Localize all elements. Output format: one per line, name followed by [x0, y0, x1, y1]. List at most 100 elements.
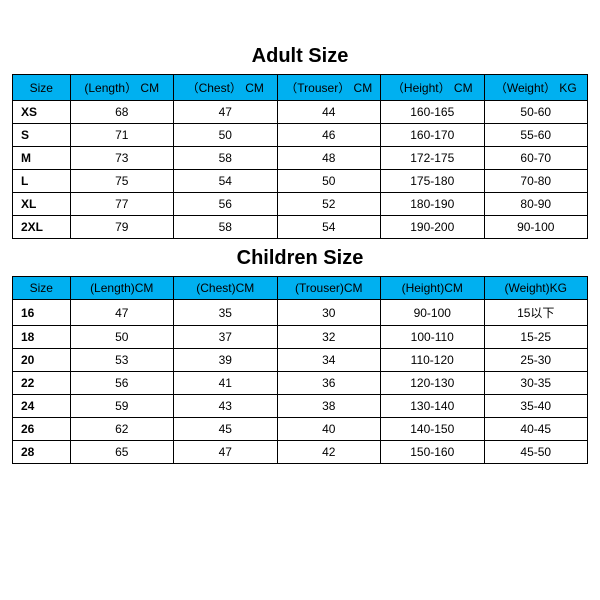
cell-weight: 35-40	[484, 395, 588, 418]
cell-trouser: 42	[277, 441, 381, 464]
cell-chest: 41	[174, 372, 278, 395]
cell-size: 16	[13, 300, 71, 326]
cell-trouser: 54	[277, 216, 381, 239]
cell-length: 50	[70, 326, 174, 349]
cell-length: 62	[70, 418, 174, 441]
cell-size: S	[13, 124, 71, 147]
table-row: XS684744160-16550-60	[13, 101, 588, 124]
table-row: 26624540140-15040-45	[13, 418, 588, 441]
cell-size: 22	[13, 372, 71, 395]
cell-chest: 37	[174, 326, 278, 349]
cell-chest: 39	[174, 349, 278, 372]
cell-height: 190-200	[381, 216, 485, 239]
table-row: S715046160-17055-60	[13, 124, 588, 147]
table-row: 28654742150-16045-50	[13, 441, 588, 464]
cell-trouser: 38	[277, 395, 381, 418]
cell-weight: 90-100	[484, 216, 588, 239]
cell-chest: 47	[174, 101, 278, 124]
cell-trouser: 30	[277, 300, 381, 326]
cell-trouser: 36	[277, 372, 381, 395]
cell-chest: 47	[174, 441, 278, 464]
cell-length: 59	[70, 395, 174, 418]
header-weight: (Weight)KG	[484, 277, 588, 300]
cell-height: 140-150	[381, 418, 485, 441]
cell-weight: 60-70	[484, 147, 588, 170]
cell-size: 28	[13, 441, 71, 464]
cell-size: 26	[13, 418, 71, 441]
table-row: M735848172-17560-70	[13, 147, 588, 170]
cell-size: 24	[13, 395, 71, 418]
cell-trouser: 34	[277, 349, 381, 372]
cell-trouser: 40	[277, 418, 381, 441]
header-chest: (Chest)CM	[174, 277, 278, 300]
adult-size-table: Size (Length） CM （Chest） CM （Trouser） CM…	[12, 74, 588, 239]
cell-weight: 50-60	[484, 101, 588, 124]
cell-size: L	[13, 170, 71, 193]
cell-weight: 25-30	[484, 349, 588, 372]
cell-length: 68	[70, 101, 174, 124]
cell-height: 130-140	[381, 395, 485, 418]
cell-trouser: 32	[277, 326, 381, 349]
table-row: 22564136120-13030-35	[13, 372, 588, 395]
cell-weight: 55-60	[484, 124, 588, 147]
table-row: 2XL795854190-20090-100	[13, 216, 588, 239]
cell-size: 2XL	[13, 216, 71, 239]
cell-height: 160-170	[381, 124, 485, 147]
header-size: Size	[13, 277, 71, 300]
cell-size: 18	[13, 326, 71, 349]
header-size: Size	[13, 75, 71, 101]
cell-size: M	[13, 147, 71, 170]
cell-length: 65	[70, 441, 174, 464]
cell-height: 175-180	[381, 170, 485, 193]
header-trouser: （Trouser） CM	[277, 75, 381, 101]
table-header-row: Size (Length)CM (Chest)CM (Trouser)CM (H…	[13, 277, 588, 300]
cell-weight: 70-80	[484, 170, 588, 193]
adult-size-title: Adult Size	[12, 45, 588, 68]
cell-height: 120-130	[381, 372, 485, 395]
cell-height: 150-160	[381, 441, 485, 464]
cell-height: 110-120	[381, 349, 485, 372]
cell-chest: 56	[174, 193, 278, 216]
cell-height: 160-165	[381, 101, 485, 124]
cell-weight: 15以下	[484, 300, 588, 326]
cell-size: XS	[13, 101, 71, 124]
cell-length: 77	[70, 193, 174, 216]
table-header-row: Size (Length） CM （Chest） CM （Trouser） CM…	[13, 75, 588, 101]
header-height: （Height） CM	[381, 75, 485, 101]
cell-weight: 15-25	[484, 326, 588, 349]
adult-table-body: XS684744160-16550-60S715046160-17055-60M…	[13, 101, 588, 239]
cell-length: 73	[70, 147, 174, 170]
cell-size: XL	[13, 193, 71, 216]
cell-chest: 58	[174, 216, 278, 239]
cell-height: 180-190	[381, 193, 485, 216]
cell-height: 172-175	[381, 147, 485, 170]
table-row: XL775652180-19080-90	[13, 193, 588, 216]
cell-trouser: 46	[277, 124, 381, 147]
table-row: L755450175-18070-80	[13, 170, 588, 193]
children-table-body: 1647353090-10015以下18503732100-11015-2520…	[13, 300, 588, 464]
table-row: 24594338130-14035-40	[13, 395, 588, 418]
header-trouser: (Trouser)CM	[277, 277, 381, 300]
cell-length: 56	[70, 372, 174, 395]
cell-length: 79	[70, 216, 174, 239]
cell-trouser: 48	[277, 147, 381, 170]
header-length: (Length)CM	[70, 277, 174, 300]
cell-trouser: 52	[277, 193, 381, 216]
cell-trouser: 44	[277, 101, 381, 124]
cell-weight: 80-90	[484, 193, 588, 216]
cell-chest: 50	[174, 124, 278, 147]
cell-weight: 40-45	[484, 418, 588, 441]
cell-chest: 35	[174, 300, 278, 326]
cell-chest: 54	[174, 170, 278, 193]
header-height: (Height)CM	[381, 277, 485, 300]
cell-length: 71	[70, 124, 174, 147]
cell-chest: 45	[174, 418, 278, 441]
cell-weight: 30-35	[484, 372, 588, 395]
cell-height: 100-110	[381, 326, 485, 349]
children-size-title: Children Size	[12, 247, 588, 270]
table-row: 18503732100-11015-25	[13, 326, 588, 349]
cell-length: 53	[70, 349, 174, 372]
table-row: 1647353090-10015以下	[13, 300, 588, 326]
children-size-table: Size (Length)CM (Chest)CM (Trouser)CM (H…	[12, 276, 588, 464]
header-weight: （Weight） KG	[484, 75, 588, 101]
